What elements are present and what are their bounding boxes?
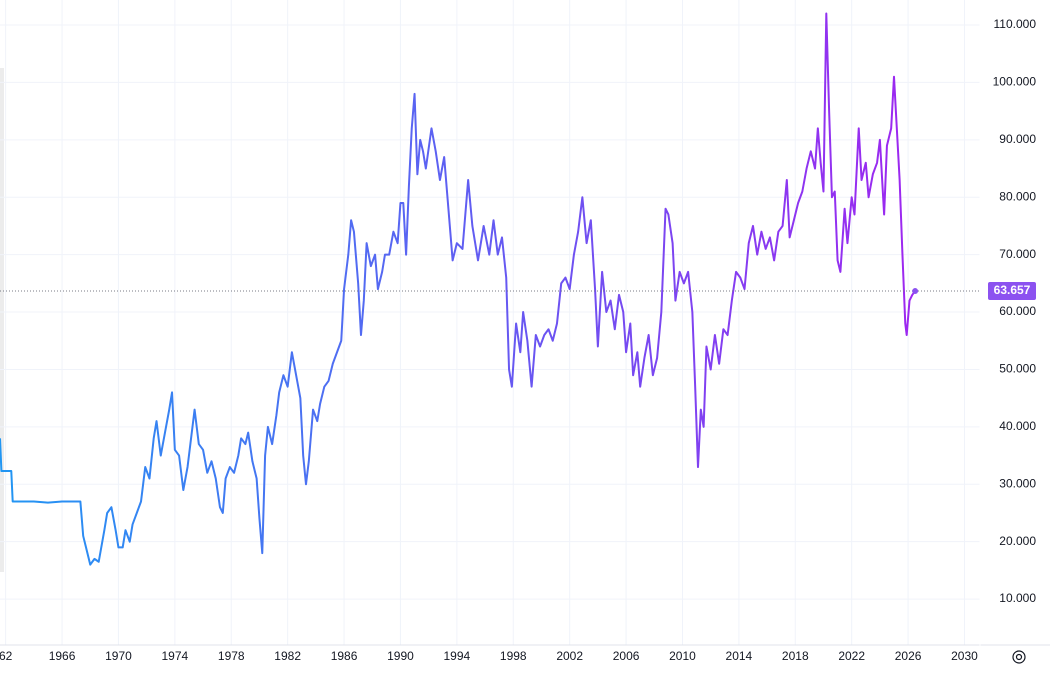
x-tick-label: 1970 [105, 649, 132, 663]
y-tick-label: 60.000 [999, 304, 1036, 318]
y-tick-label: 50.000 [999, 362, 1036, 376]
last-price-box [988, 282, 1036, 301]
x-tick-label: 2018 [782, 649, 809, 663]
gear-outer[interactable] [1012, 650, 1026, 664]
x-tick-label: 1974 [161, 649, 188, 663]
x-tick-label: 62 [0, 649, 13, 663]
y-tick-label: 40.000 [999, 419, 1036, 433]
edge-strip [0, 68, 4, 572]
x-tick-label: 1986 [331, 649, 358, 663]
x-tick-label: 2002 [556, 649, 583, 663]
settings-icon[interactable] [1012, 650, 1026, 664]
y-tick-label: 10.000 [999, 591, 1036, 605]
x-tick-label: 2010 [669, 649, 696, 663]
y-tick-label: 20.000 [999, 534, 1036, 548]
x-tick-label: 1994 [444, 649, 471, 663]
x-tick-label: 1966 [49, 649, 76, 663]
x-tick-label: 1998 [500, 649, 527, 663]
price-line [0, 12, 916, 566]
last-price-label: 63.657 [994, 283, 1031, 297]
gear-inner[interactable] [1015, 653, 1023, 661]
y-tick-label: 90.000 [999, 132, 1036, 146]
y-tick-label: 30.000 [999, 476, 1036, 490]
y-tick-label: 110.000 [994, 17, 1037, 31]
y-tick-label: 80.000 [999, 189, 1036, 203]
y-tick-label: 100.000 [993, 75, 1037, 89]
x-tick-label: 1982 [274, 649, 301, 663]
x-tick-label: 2014 [726, 649, 753, 663]
x-tick-label: 1978 [218, 649, 245, 663]
x-tick-label: 2022 [838, 649, 865, 663]
x-tick-label: 2030 [951, 649, 978, 663]
x-tick-label: 2026 [895, 649, 922, 663]
last-point [912, 288, 919, 295]
x-tick-label: 1990 [387, 649, 414, 663]
y-tick-label: 70.000 [999, 247, 1036, 261]
x-tick-label: 2006 [613, 649, 640, 663]
